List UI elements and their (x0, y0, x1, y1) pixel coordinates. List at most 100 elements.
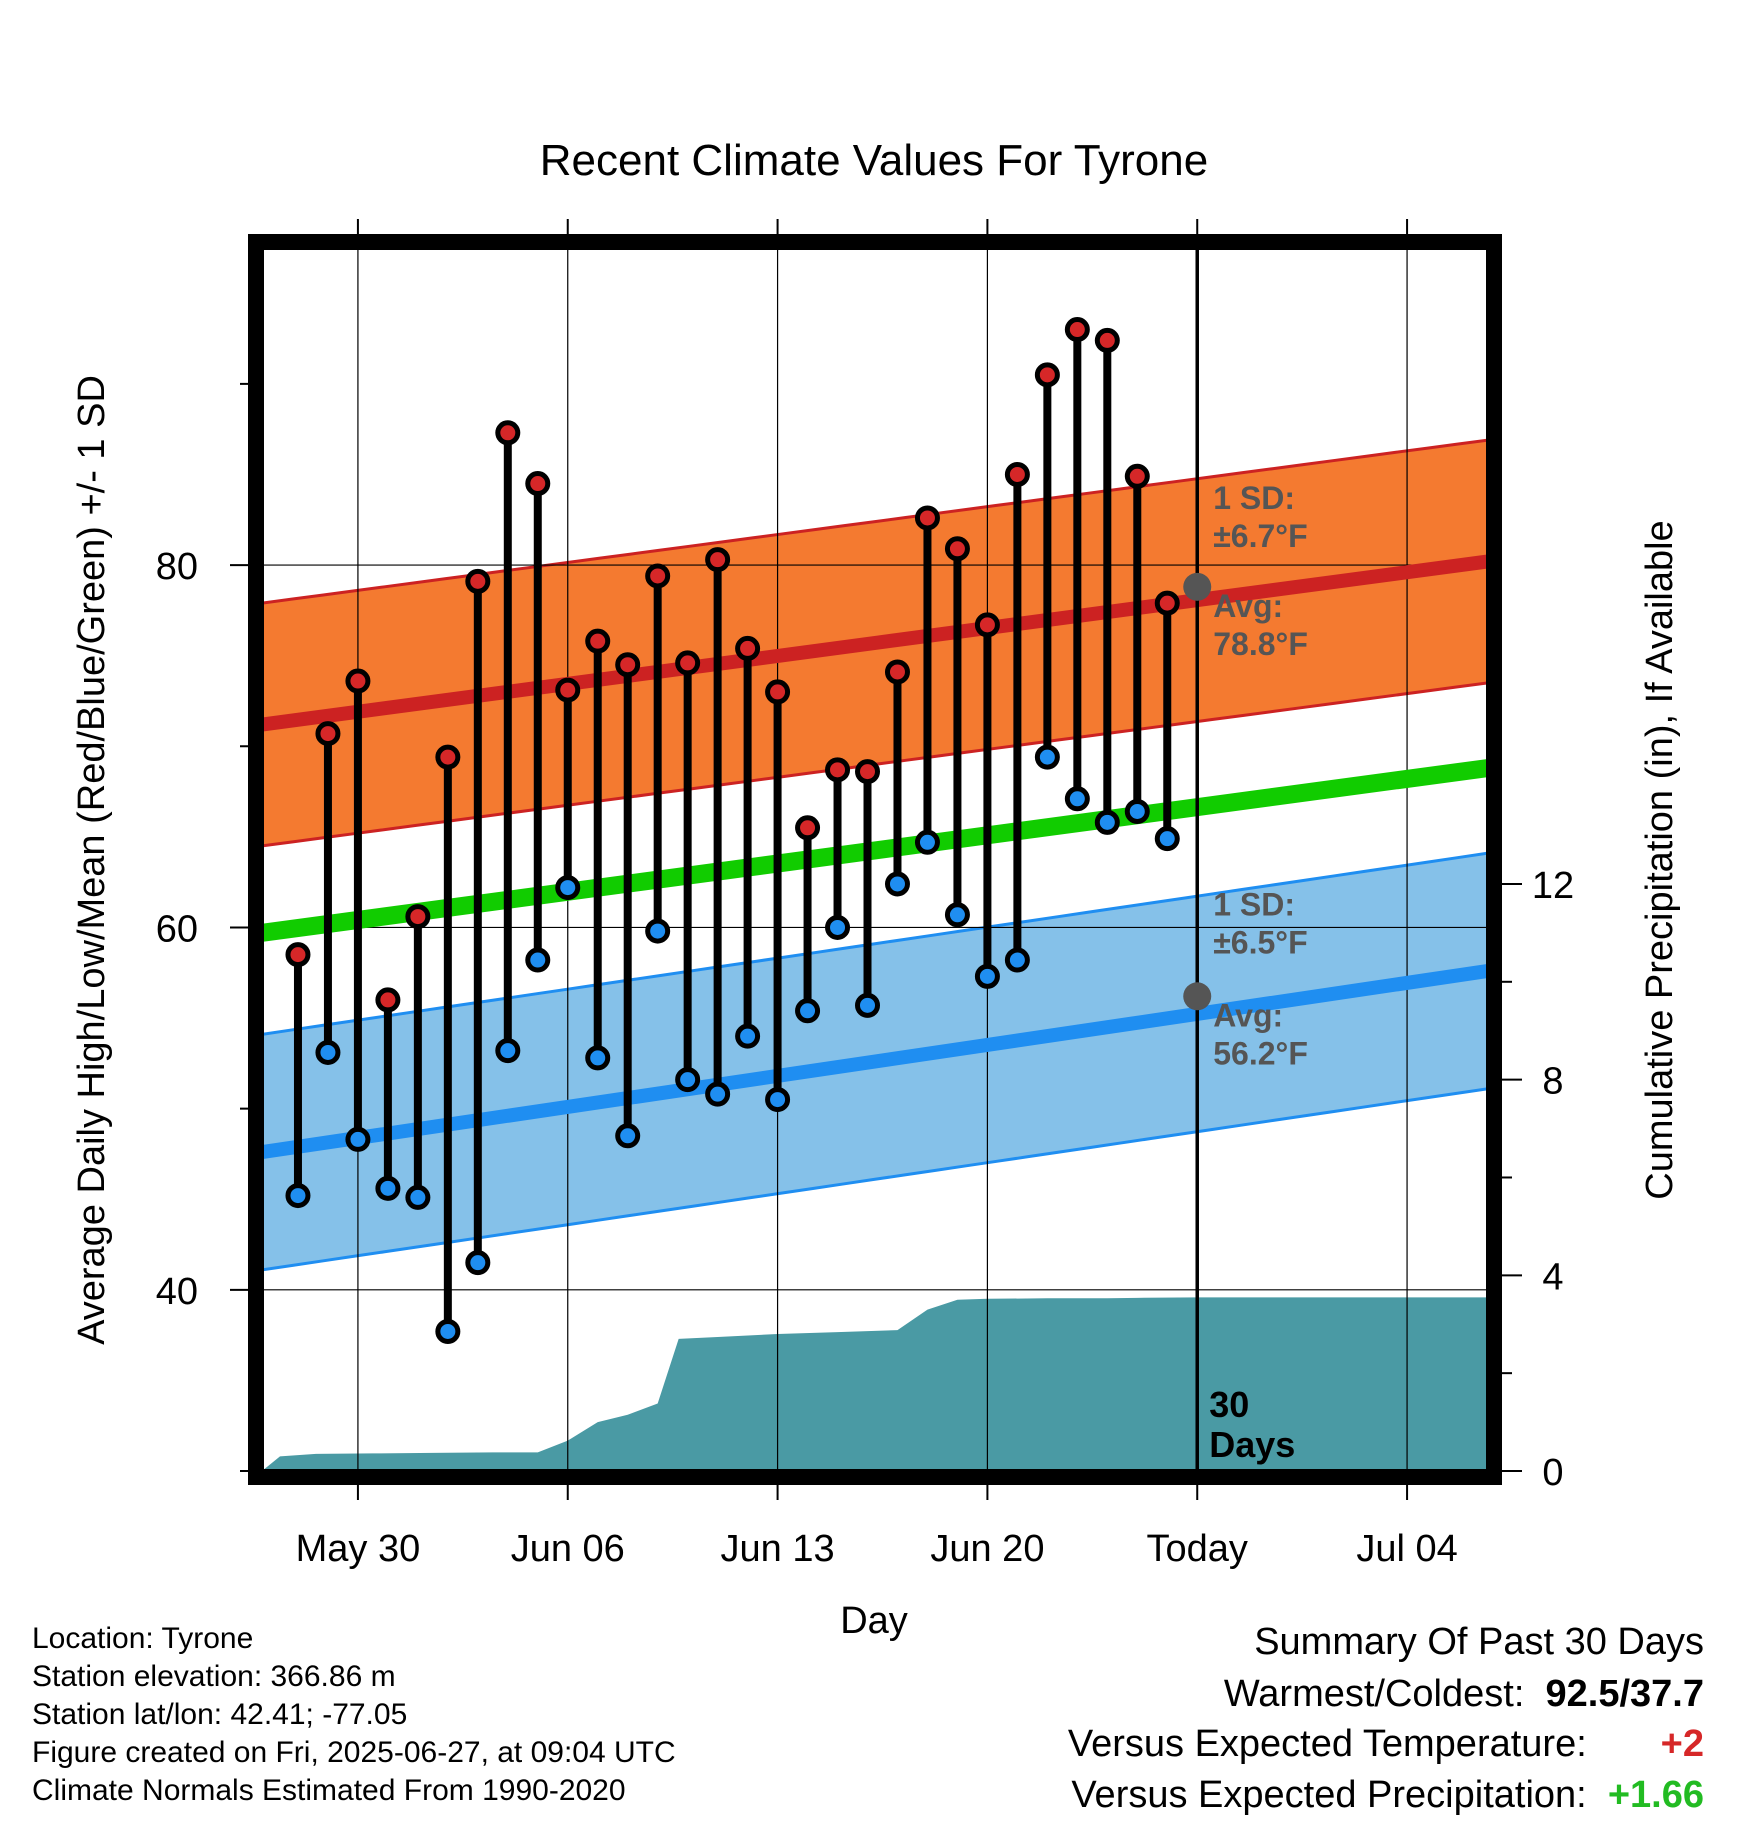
y-tick-label-left: 60 (156, 908, 198, 950)
high-temp-point (1004, 461, 1030, 487)
low-temp-point (1064, 786, 1090, 812)
high-temp-point (795, 815, 821, 841)
low-temp-point (465, 1250, 491, 1276)
high-temp-point (315, 721, 341, 747)
high-temp-point (1154, 590, 1180, 616)
y-tick-label-right: 4 (1542, 1256, 1563, 1298)
days-label-line: Days (1209, 1424, 1295, 1465)
low-sd-annotation-line: 1 SD: (1213, 886, 1295, 922)
low-temp-point (675, 1067, 701, 1093)
low-temp-point (1154, 826, 1180, 852)
high-avg-annotation-line: Avg: (1213, 588, 1283, 624)
low-temp-point (315, 1039, 341, 1065)
low-temp-point (974, 963, 1000, 989)
low-sd-annotation-line: ±6.5°F (1213, 924, 1307, 960)
low-temp-point (705, 1081, 731, 1107)
days-label: 30 Days (1209, 1384, 1295, 1465)
x-tick-label: May 30 (296, 1528, 421, 1570)
high-temp-point (1094, 327, 1120, 353)
high-sd-annotation-line: 1 SD: (1213, 480, 1295, 516)
info-created: Figure created on Fri, 2025-06-27, at 09… (32, 1736, 676, 1769)
x-tick-label: Jul 04 (1356, 1528, 1457, 1570)
days-label-line: 30 (1209, 1384, 1249, 1425)
high-temp-point (435, 744, 461, 770)
high-temp-point (615, 652, 641, 678)
low-temp-point (855, 992, 881, 1018)
y-tick-label-right: 12 (1532, 865, 1574, 907)
high-temp-point (914, 505, 940, 531)
low-temp-point (645, 918, 671, 944)
low-temp-point (884, 871, 910, 897)
low-avg-annotation-line: Avg: (1213, 997, 1283, 1033)
high-temp-point (585, 628, 611, 654)
low-temp-point (285, 1183, 311, 1209)
low-temp-point (944, 902, 970, 928)
high-temp-point (375, 987, 401, 1013)
low-temp-point (525, 947, 551, 973)
normal-low-sd-lower (262, 1087, 1488, 1272)
summary-temp: Versus Expected Temperature: +2 (1068, 1723, 1704, 1766)
high-temp-point (1064, 317, 1090, 343)
high-temp-point (765, 679, 791, 705)
precip-vs-expected-label: Versus Expected Precipitation: (1071, 1774, 1587, 1816)
high-avg-marker (1183, 572, 1212, 601)
axes: May 30 Jun 06 Jun 13 Jun 20 Today Jul 0440608… (156, 219, 1574, 1570)
x-tick-label: Today (1147, 1528, 1248, 1570)
x-tick-label: Jun 13 (721, 1528, 835, 1570)
high-temp-point (825, 757, 851, 783)
x-axis-label: Day (840, 1600, 908, 1642)
low-avg-marker (1183, 982, 1212, 1011)
y-tick-label-left: 40 (156, 1271, 198, 1313)
high-temp-point (675, 650, 701, 676)
warm-cold-label: Warmest/Coldest: (1223, 1673, 1525, 1715)
low-temp-point (825, 914, 851, 940)
low-temp-point (345, 1126, 371, 1152)
high-temp-point (884, 659, 910, 685)
high-temp-point (555, 677, 581, 703)
low-avg-annotation-line: 56.2°F (1213, 1035, 1308, 1071)
high-sd-annotation-line: ±6.7°F (1213, 518, 1307, 554)
x-tick-label: Jun 06 (511, 1528, 625, 1570)
high-temp-point (735, 635, 761, 661)
low-temp-point (914, 829, 940, 855)
info-latlon: Station lat/lon: 42.41; -77.05 (32, 1698, 408, 1731)
high-avg-annotation-line: 78.8°F (1213, 626, 1308, 662)
summary-warm-cold: Warmest/Coldest: 92.5/37.7 (1224, 1673, 1704, 1716)
low-temp-point (1094, 809, 1120, 835)
low-sd-annotation: 1 SD: ±6.5°F (1213, 886, 1307, 960)
normal-high-sd-upper (262, 438, 1488, 605)
low-temp-point (555, 875, 581, 901)
low-temp-point (795, 998, 821, 1024)
low-temp-point (1004, 947, 1030, 973)
y-axis-label-left: Average Daily High/Low/Mean (Red/Blue/Gr… (71, 375, 113, 1345)
high-temp-point (345, 668, 371, 694)
precip-vs-expected-value: +1.66 (1607, 1774, 1704, 1816)
temp-vs-expected-label: Versus Expected Temperature: (1067, 1723, 1587, 1765)
high-temp-point (974, 612, 1000, 638)
high-temp-point (645, 563, 671, 589)
warm-cold-value: 92.5/37.7 (1545, 1673, 1704, 1715)
normal-high-line (262, 554, 1488, 732)
high-temp-point (285, 942, 311, 968)
info-elevation: Station elevation: 366.86 m (32, 1660, 396, 1693)
chart-title: Recent Climate Values For Tyrone (540, 136, 1208, 185)
normal-low-line (262, 964, 1488, 1160)
summary-precip: Versus Expected Precipitation: +1.66 (1071, 1774, 1704, 1817)
low-temp-point (375, 1175, 401, 1201)
low-temp-point (735, 1023, 761, 1049)
high-sd-annotation: 1 SD: ±6.7°F (1213, 480, 1307, 554)
x-tick-label: Jun 20 (930, 1528, 1044, 1570)
y-tick-label-left: 80 (156, 546, 198, 588)
normal-low-sd-upper (262, 851, 1488, 1036)
temp-vs-expected-value: +2 (1660, 1723, 1704, 1765)
normal-mean-line (262, 759, 1488, 942)
high-temp-point (1124, 463, 1150, 489)
plot-frame (248, 234, 1502, 1485)
y-tick-label-right: 0 (1542, 1452, 1563, 1494)
high-temp-point (944, 536, 970, 562)
low-temp-point (615, 1123, 641, 1149)
low-temp-point (495, 1038, 521, 1064)
station-info: Location: Tyrone Station elevation: 366.… (32, 1620, 676, 1810)
